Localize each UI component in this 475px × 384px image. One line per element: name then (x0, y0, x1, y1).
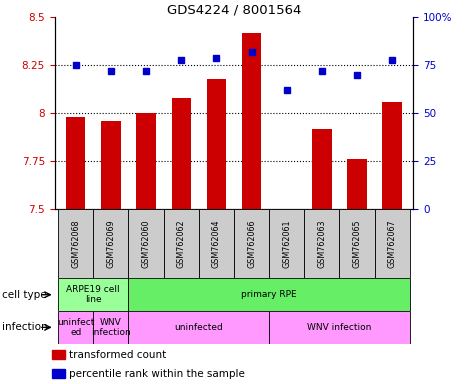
Bar (66, 117, 86, 209)
Text: primary RPE: primary RPE (241, 290, 297, 299)
Bar (207, 79, 226, 209)
Text: GSM762067: GSM762067 (388, 220, 397, 268)
Title: GDS4224 / 8001564: GDS4224 / 8001564 (167, 3, 301, 16)
Bar (128, 209, 163, 278)
Bar (128, 311, 269, 344)
Text: GSM762062: GSM762062 (177, 220, 186, 268)
Text: GSM762069: GSM762069 (106, 220, 115, 268)
Text: transformed count: transformed count (69, 349, 166, 359)
Text: percentile rank within the sample: percentile rank within the sample (69, 369, 245, 379)
Text: GSM762060: GSM762060 (142, 220, 151, 268)
Bar (242, 33, 261, 209)
Bar (101, 121, 121, 209)
Bar (375, 209, 410, 278)
Text: GSM762061: GSM762061 (282, 220, 291, 268)
Bar (340, 209, 375, 278)
Bar (269, 209, 304, 278)
Text: cell type: cell type (2, 290, 47, 300)
Text: uninfect
ed: uninfect ed (57, 318, 95, 337)
Text: GSM762066: GSM762066 (247, 220, 256, 268)
Bar (58, 278, 128, 311)
Text: WNV
infection: WNV infection (91, 318, 131, 337)
Bar (52, 350, 66, 359)
Bar (234, 209, 269, 278)
Bar (128, 278, 410, 311)
Bar (199, 209, 234, 278)
Bar (382, 102, 402, 209)
Bar (52, 369, 66, 378)
Text: infection: infection (2, 322, 48, 333)
Text: WNV infection: WNV infection (307, 323, 371, 332)
Bar (312, 129, 332, 209)
Text: GSM762065: GSM762065 (352, 220, 361, 268)
Bar (163, 209, 199, 278)
Bar (93, 311, 128, 344)
Bar (58, 209, 93, 278)
Bar (347, 159, 367, 209)
Text: ARPE19 cell
line: ARPE19 cell line (66, 285, 120, 305)
Text: uninfected: uninfected (174, 323, 223, 332)
Text: GSM762064: GSM762064 (212, 220, 221, 268)
Bar (171, 98, 191, 209)
Bar (269, 311, 410, 344)
Bar (136, 113, 156, 209)
Text: GSM762068: GSM762068 (71, 220, 80, 268)
Bar (93, 209, 128, 278)
Text: GSM762063: GSM762063 (317, 220, 326, 268)
Bar (304, 209, 340, 278)
Bar (58, 311, 93, 344)
